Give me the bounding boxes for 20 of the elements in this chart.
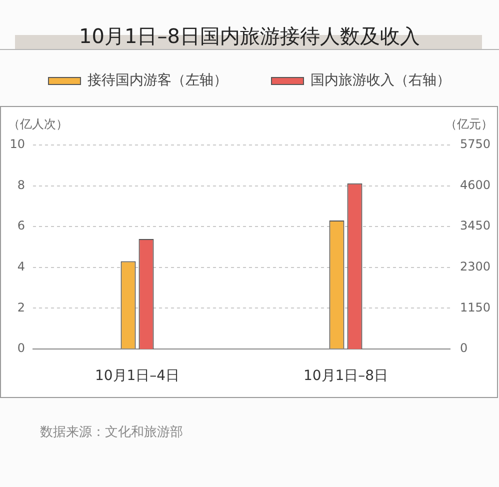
y-tick-label: 2	[17, 300, 25, 314]
y2-tick-label: 5750	[460, 137, 491, 152]
y2-tick-label: 3450	[460, 218, 491, 233]
x-tick-label: 10月1日–8日	[303, 368, 388, 384]
y2-tick-label: 0	[460, 341, 468, 356]
y-axis-title: （亿人次）	[8, 117, 68, 132]
y2-tick-label: 1150	[460, 300, 491, 314]
chart-title: 10月1日–8日国内旅游接待人数及收入	[78, 23, 421, 49]
y2-axis-title: （亿元）	[445, 117, 493, 132]
y-tick-label: 6	[17, 218, 25, 233]
x-tick-label: 10月1日–4日	[94, 368, 180, 384]
legend-label: 接待国内游客（左轴）	[88, 72, 228, 89]
source-note: 数据来源：文化和旅游部	[40, 424, 183, 442]
y-tick-label: 0	[17, 341, 25, 356]
legend-label: 国内旅游收入（右轴）	[310, 72, 450, 89]
y2-tick-label: 2300	[460, 260, 491, 274]
y2-tick-label: 4600	[460, 178, 491, 192]
y-tick-label: 4	[17, 260, 25, 274]
y-tick-label: 10	[10, 137, 25, 152]
y-tick-label: 8	[17, 178, 25, 192]
